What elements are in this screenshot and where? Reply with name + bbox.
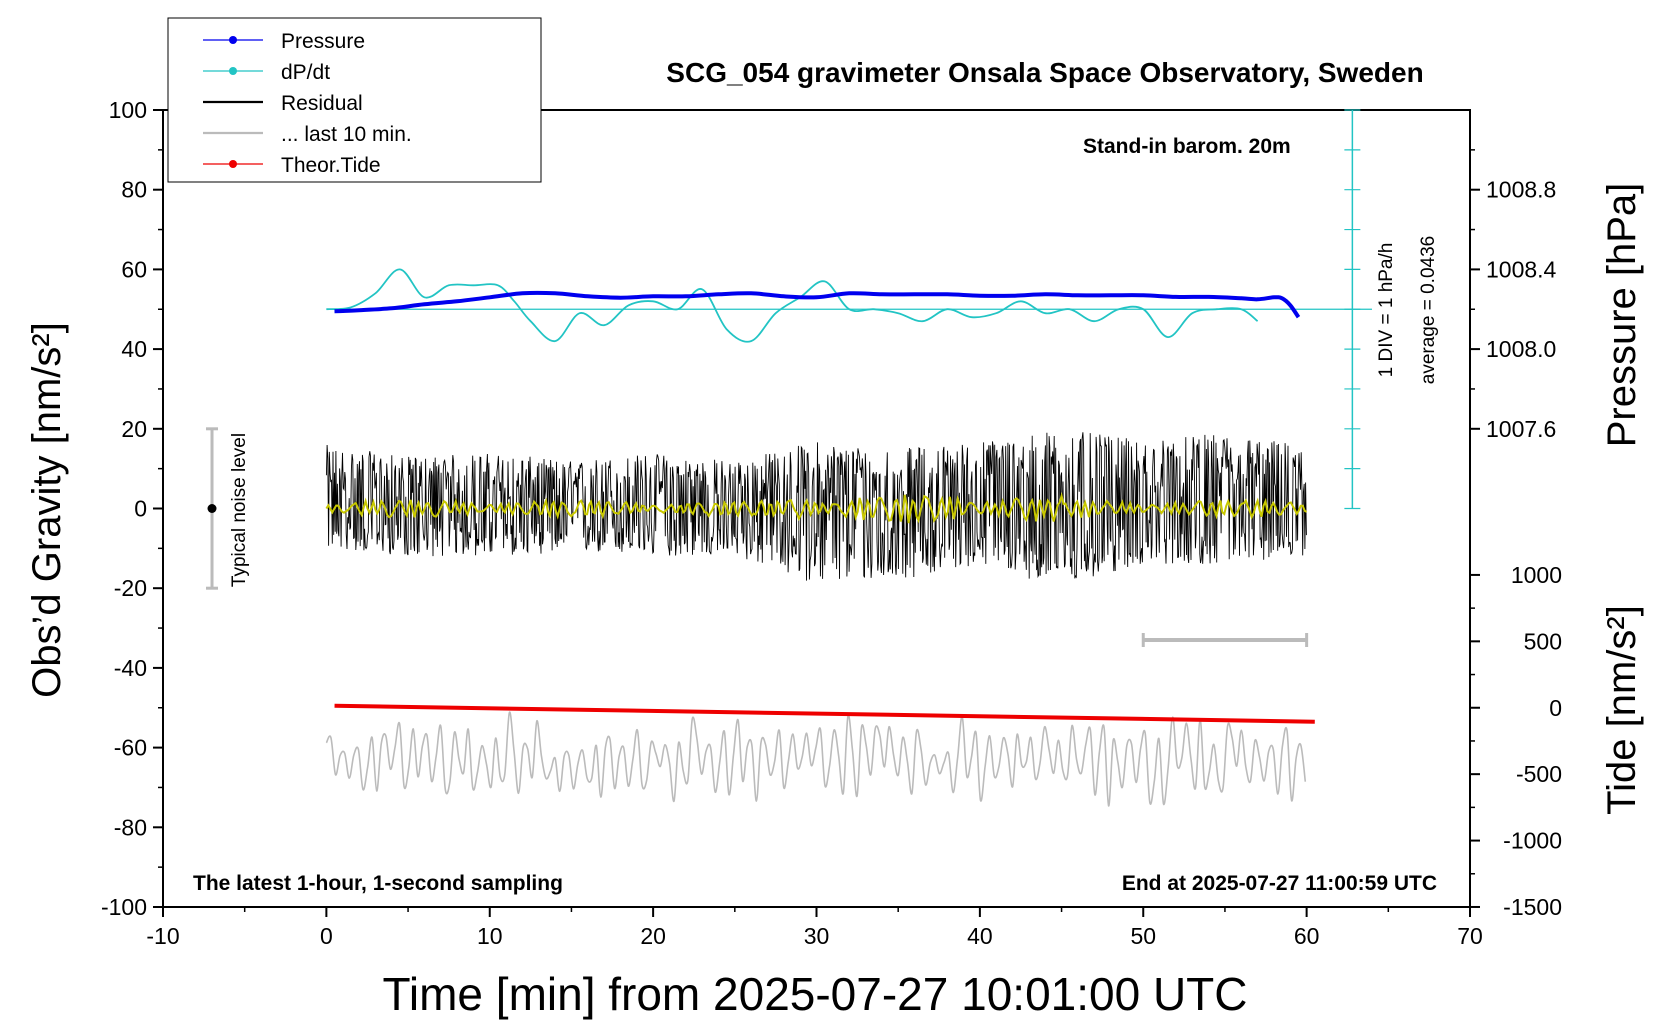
station-note: Stand-in barom. 20m bbox=[1083, 135, 1291, 158]
axis-ticks: -10 0 10 20 30 40 50 60 70-100-80-60-40-20020406… bbox=[101, 97, 1562, 949]
legend-entry-label: Pressure bbox=[281, 30, 365, 53]
legend-marker bbox=[229, 67, 237, 75]
noise-label: Typical noise level bbox=[229, 433, 250, 587]
x-tick-label: 30 bbox=[804, 923, 830, 949]
bottom-left-note: The latest 1-hour, 1-second sampling bbox=[193, 872, 563, 895]
div-label: 1 DIV = 1 hPa/h bbox=[1376, 243, 1397, 378]
y-tick-label: 40 bbox=[121, 336, 147, 362]
x-tick-label: 0 bbox=[320, 923, 333, 949]
legend: Pressure dP/dt Residual ... last 10 min. The… bbox=[167, 17, 542, 183]
average-label: average = 0.0436 bbox=[1418, 236, 1439, 384]
x-tick-label: 70 bbox=[1457, 923, 1483, 949]
series-pressure bbox=[334, 290, 1301, 319]
series-dpdt bbox=[326, 268, 1259, 343]
legend-entry-label: Residual bbox=[281, 92, 363, 115]
tide-tick-label: -500 bbox=[1516, 761, 1562, 787]
x-tick-label: 10 bbox=[477, 923, 503, 949]
x-tick-label: 60 bbox=[1294, 923, 1320, 949]
series-residual bbox=[325, 432, 1307, 581]
chart-title: SCG_054 gravimeter Onsala Space Observat… bbox=[666, 57, 1423, 88]
legend-entry-label: ... last 10 min. bbox=[281, 123, 412, 146]
x-axis-label: Time [min] from 2025-07-27 10:01:00 UTC bbox=[383, 968, 1248, 1020]
tide-tick-label: -1000 bbox=[1503, 828, 1562, 854]
y-tick-label: -100 bbox=[101, 894, 147, 920]
series-residual-smoothed bbox=[325, 492, 1308, 524]
y-tick-label: 0 bbox=[134, 496, 147, 522]
x-tick-label: -10 bbox=[146, 923, 179, 949]
y-axis-label-gravity: Obs’d Gravity [nm/s²] bbox=[25, 322, 69, 698]
y-axis-label-pressure: Pressure [hPa] bbox=[1600, 183, 1644, 448]
series-theor-tide bbox=[334, 703, 1315, 724]
x-tick-label: 40 bbox=[967, 923, 993, 949]
y-tick-label: -60 bbox=[114, 735, 147, 761]
bottom-right-note: End at 2025-07-27 11:00:59 UTC bbox=[1122, 872, 1437, 895]
tide-tick-label: 500 bbox=[1524, 628, 1562, 654]
pressure-tick-label: 1008.8 bbox=[1486, 177, 1556, 203]
y-tick-label: -80 bbox=[114, 814, 147, 840]
series-layer bbox=[206, 109, 1372, 807]
x-tick-label: 20 bbox=[640, 923, 666, 949]
pressure-tick-label: 1008.0 bbox=[1486, 336, 1556, 362]
legend-marker bbox=[229, 160, 237, 168]
legend-items: Pressure dP/dt Residual ... last 10 min. The… bbox=[203, 30, 412, 177]
tide-tick-label: -1500 bbox=[1503, 894, 1562, 920]
noise-bar-dot bbox=[207, 504, 217, 513]
x-tick-label: 50 bbox=[1130, 923, 1156, 949]
y-tick-label: -40 bbox=[114, 655, 147, 681]
legend-entry-label: dP/dt bbox=[281, 61, 330, 84]
legend-box bbox=[167, 17, 542, 183]
pressure-tick-label: 1008.4 bbox=[1486, 256, 1557, 282]
y-tick-label: 100 bbox=[109, 97, 147, 123]
pressure-tick-label: 1007.6 bbox=[1486, 416, 1556, 442]
y-tick-label: 20 bbox=[121, 416, 147, 442]
y-tick-label: -20 bbox=[114, 575, 147, 601]
tide-tick-label: 0 bbox=[1549, 695, 1562, 721]
y-axis-label-tide: Tide [nm/s²] bbox=[1600, 605, 1644, 815]
y-tick-label: 60 bbox=[121, 256, 147, 282]
legend-entry-label: Theor.Tide bbox=[281, 154, 381, 177]
series-last-10-min bbox=[325, 711, 1307, 807]
y-tick-label: 80 bbox=[121, 177, 147, 203]
tide-tick-label: 1000 bbox=[1511, 562, 1562, 588]
legend-marker bbox=[229, 36, 237, 44]
